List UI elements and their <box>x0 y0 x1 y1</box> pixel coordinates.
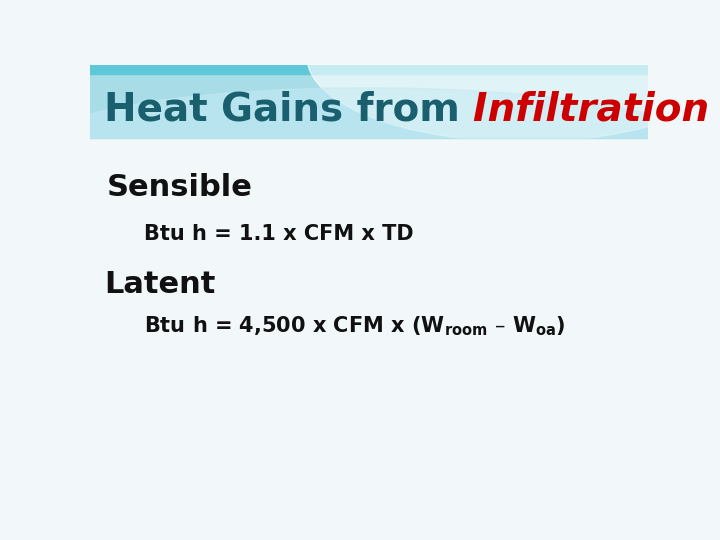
Text: Btu h = 4,500 x CFM x (W$_{\mathregular{room}}$ – W$_{\mathregular{oa}}$): Btu h = 4,500 x CFM x (W$_{\mathregular{… <box>144 315 566 339</box>
Text: Latent: Latent <box>104 270 215 299</box>
Text: Infiltration Loads: Infiltration Loads <box>473 91 720 129</box>
Bar <box>90 65 648 138</box>
Bar <box>90 65 648 74</box>
Polygon shape <box>307 49 720 138</box>
Text: Sensible: Sensible <box>107 173 253 202</box>
Text: Btu h = 1.1 x CFM x TD: Btu h = 1.1 x CFM x TD <box>144 224 414 244</box>
Polygon shape <box>45 88 693 138</box>
Text: Heat Gains from: Heat Gains from <box>104 91 473 129</box>
